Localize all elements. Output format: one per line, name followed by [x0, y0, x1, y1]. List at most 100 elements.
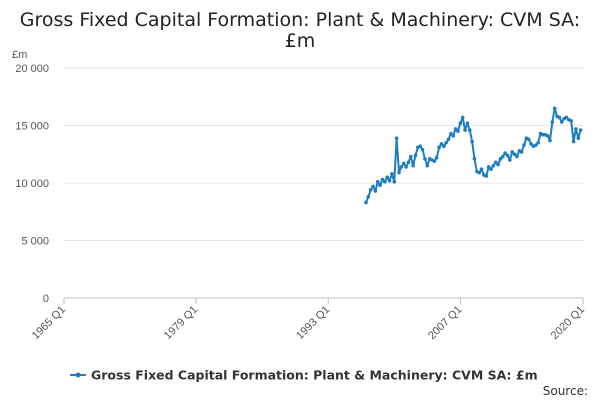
data-point[interactable]: [401, 161, 406, 166]
data-point[interactable]: [552, 106, 557, 111]
x-tick-label: 2007 Q1: [426, 304, 464, 342]
data-point[interactable]: [444, 140, 448, 145]
data-point[interactable]: [411, 163, 415, 168]
x-tick-label: 2020 Q1: [549, 304, 587, 342]
data-point[interactable]: [503, 151, 507, 155]
data-point[interactable]: [479, 167, 484, 171]
source-label: Source:: [543, 384, 588, 398]
data-point[interactable]: [385, 175, 390, 180]
data-point[interactable]: [380, 177, 385, 182]
data-point[interactable]: [378, 183, 382, 188]
data-point[interactable]: [512, 152, 517, 157]
data-point[interactable]: [406, 160, 411, 165]
data-point[interactable]: [399, 165, 404, 169]
data-point[interactable]: [371, 184, 375, 189]
data-point[interactable]: [456, 129, 460, 134]
data-point[interactable]: [564, 115, 569, 120]
y-axis-unit-label: £m: [12, 49, 27, 61]
data-point[interactable]: [465, 121, 470, 125]
x-tick-label: 1979 Q1: [162, 304, 200, 342]
chart-title-line-1: Gross Fixed Capital Formation: Plant & M…: [20, 9, 580, 31]
data-point[interactable]: [557, 115, 562, 120]
data-point[interactable]: [423, 157, 427, 161]
data-point[interactable]: [383, 180, 387, 184]
data-point[interactable]: [536, 140, 540, 145]
data-point[interactable]: [373, 189, 378, 193]
data-point[interactable]: [515, 154, 519, 159]
x-axis: 1965 Q1 1979 Q1 1993 Q1 2007 Q1 2020 Q1: [30, 297, 587, 342]
data-point[interactable]: [486, 165, 491, 169]
chart-title-line-2: £m: [285, 30, 316, 52]
y-tick-label: 5 000: [21, 236, 49, 248]
data-point[interactable]: [574, 127, 578, 131]
data-point[interactable]: [472, 157, 477, 161]
data-point[interactable]: [576, 136, 581, 140]
data-point[interactable]: [496, 162, 500, 167]
data-point[interactable]: [394, 136, 399, 140]
data-point[interactable]: [526, 137, 531, 142]
data-point[interactable]: [571, 139, 576, 144]
data-point[interactable]: [460, 115, 465, 120]
data-point[interactable]: [449, 131, 453, 136]
y-axis-ticks: 0 5 000 10 000 15 000 20 000: [15, 63, 49, 305]
legend-series-label: Gross Fixed Capital Formation: Plant & M…: [91, 368, 538, 383]
data-point[interactable]: [418, 144, 423, 148]
data-point[interactable]: [484, 174, 489, 178]
data-point[interactable]: [463, 128, 467, 132]
data-point[interactable]: [508, 158, 512, 162]
data-point[interactable]: [458, 121, 463, 125]
data-point[interactable]: [439, 142, 444, 146]
data-point[interactable]: [368, 188, 373, 192]
data-point[interactable]: [470, 139, 474, 144]
data-point[interactable]: [434, 155, 439, 160]
series-group: [364, 106, 583, 205]
data-point[interactable]: [491, 163, 496, 168]
data-point[interactable]: [375, 180, 380, 184]
series-line-0[interactable]: [365, 107, 582, 203]
data-point[interactable]: [413, 153, 418, 158]
data-point[interactable]: [559, 120, 564, 124]
data-point[interactable]: [425, 163, 430, 168]
data-point[interactable]: [366, 195, 371, 199]
data-point[interactable]: [505, 153, 510, 158]
data-point[interactable]: [519, 150, 524, 154]
data-point[interactable]: [510, 150, 515, 154]
gridlines: [64, 67, 583, 241]
y-tick-label: 0: [43, 293, 49, 305]
data-point[interactable]: [453, 127, 458, 131]
data-point[interactable]: [489, 167, 493, 171]
data-point[interactable]: [522, 143, 526, 147]
data-point[interactable]: [420, 147, 425, 152]
data-point[interactable]: [432, 159, 437, 163]
data-point[interactable]: [569, 119, 573, 123]
data-point[interactable]: [392, 180, 397, 184]
y-tick-label: 10 000: [15, 178, 49, 190]
data-point[interactable]: [404, 165, 408, 169]
data-point[interactable]: [442, 144, 446, 148]
data-point[interactable]: [477, 170, 482, 175]
data-point[interactable]: [529, 142, 533, 146]
data-point[interactable]: [397, 170, 401, 175]
x-tick-label: 1965 Q1: [30, 304, 68, 342]
y-tick-label: 15 000: [15, 121, 49, 133]
data-point[interactable]: [545, 134, 550, 138]
data-point[interactable]: [364, 200, 368, 205]
data-point[interactable]: [534, 143, 538, 147]
data-point[interactable]: [467, 128, 472, 132]
data-point[interactable]: [493, 160, 498, 165]
legend-marker-swatch: [75, 372, 81, 378]
data-point[interactable]: [578, 128, 583, 132]
data-point[interactable]: [550, 120, 555, 124]
data-point[interactable]: [498, 157, 503, 161]
data-point[interactable]: [446, 137, 451, 142]
data-point[interactable]: [500, 154, 505, 159]
data-point[interactable]: [548, 138, 552, 143]
data-point[interactable]: [451, 134, 456, 138]
y-tick-label: 20 000: [15, 63, 49, 75]
data-point[interactable]: [390, 172, 394, 176]
data-point[interactable]: [387, 178, 392, 183]
data-point[interactable]: [408, 154, 413, 159]
data-point[interactable]: [437, 145, 441, 150]
legend[interactable]: Gross Fixed Capital Formation: Plant & M…: [70, 368, 538, 383]
